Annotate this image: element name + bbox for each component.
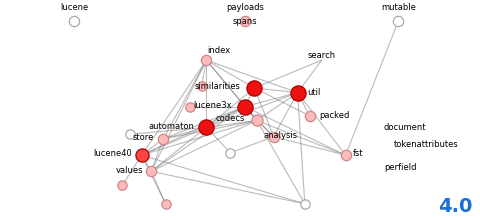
Point (270, 135, 277, 138)
Point (294, 91, 301, 94)
Point (251, 86, 258, 90)
Text: mutable: mutable (381, 4, 416, 13)
Text: spans: spans (232, 17, 257, 26)
Text: document: document (384, 123, 427, 132)
Point (147, 170, 155, 173)
Point (253, 119, 261, 122)
Text: values: values (116, 166, 143, 175)
Text: payloads: payloads (226, 4, 264, 13)
Text: store: store (132, 133, 154, 142)
Point (241, 105, 249, 108)
Point (71, 19, 78, 23)
Text: fst: fst (353, 150, 363, 158)
Point (203, 126, 210, 129)
Point (126, 133, 133, 136)
Point (306, 114, 313, 117)
Point (342, 153, 349, 157)
Point (301, 202, 309, 205)
Text: perfield: perfield (384, 163, 417, 172)
Text: packed: packed (319, 111, 349, 120)
Text: similarities: similarities (194, 82, 240, 91)
Point (186, 105, 193, 108)
Point (162, 202, 169, 205)
Text: tokenattributes: tokenattributes (394, 140, 458, 149)
Point (198, 84, 205, 87)
Point (138, 153, 145, 157)
Text: 4.0: 4.0 (438, 197, 473, 216)
Text: lucene: lucene (60, 4, 88, 13)
Text: search: search (307, 51, 336, 60)
Text: analysis: analysis (263, 131, 297, 140)
Point (119, 183, 126, 187)
Point (159, 137, 167, 141)
Text: lucene3x: lucene3x (193, 101, 232, 110)
Text: automaton: automaton (148, 122, 194, 131)
Point (203, 59, 210, 62)
Point (241, 19, 249, 23)
Text: codecs: codecs (216, 114, 245, 123)
Text: index: index (207, 46, 230, 55)
Text: util: util (307, 88, 321, 97)
Point (227, 151, 234, 155)
Text: lucene40: lucene40 (93, 150, 132, 158)
Point (395, 19, 402, 23)
